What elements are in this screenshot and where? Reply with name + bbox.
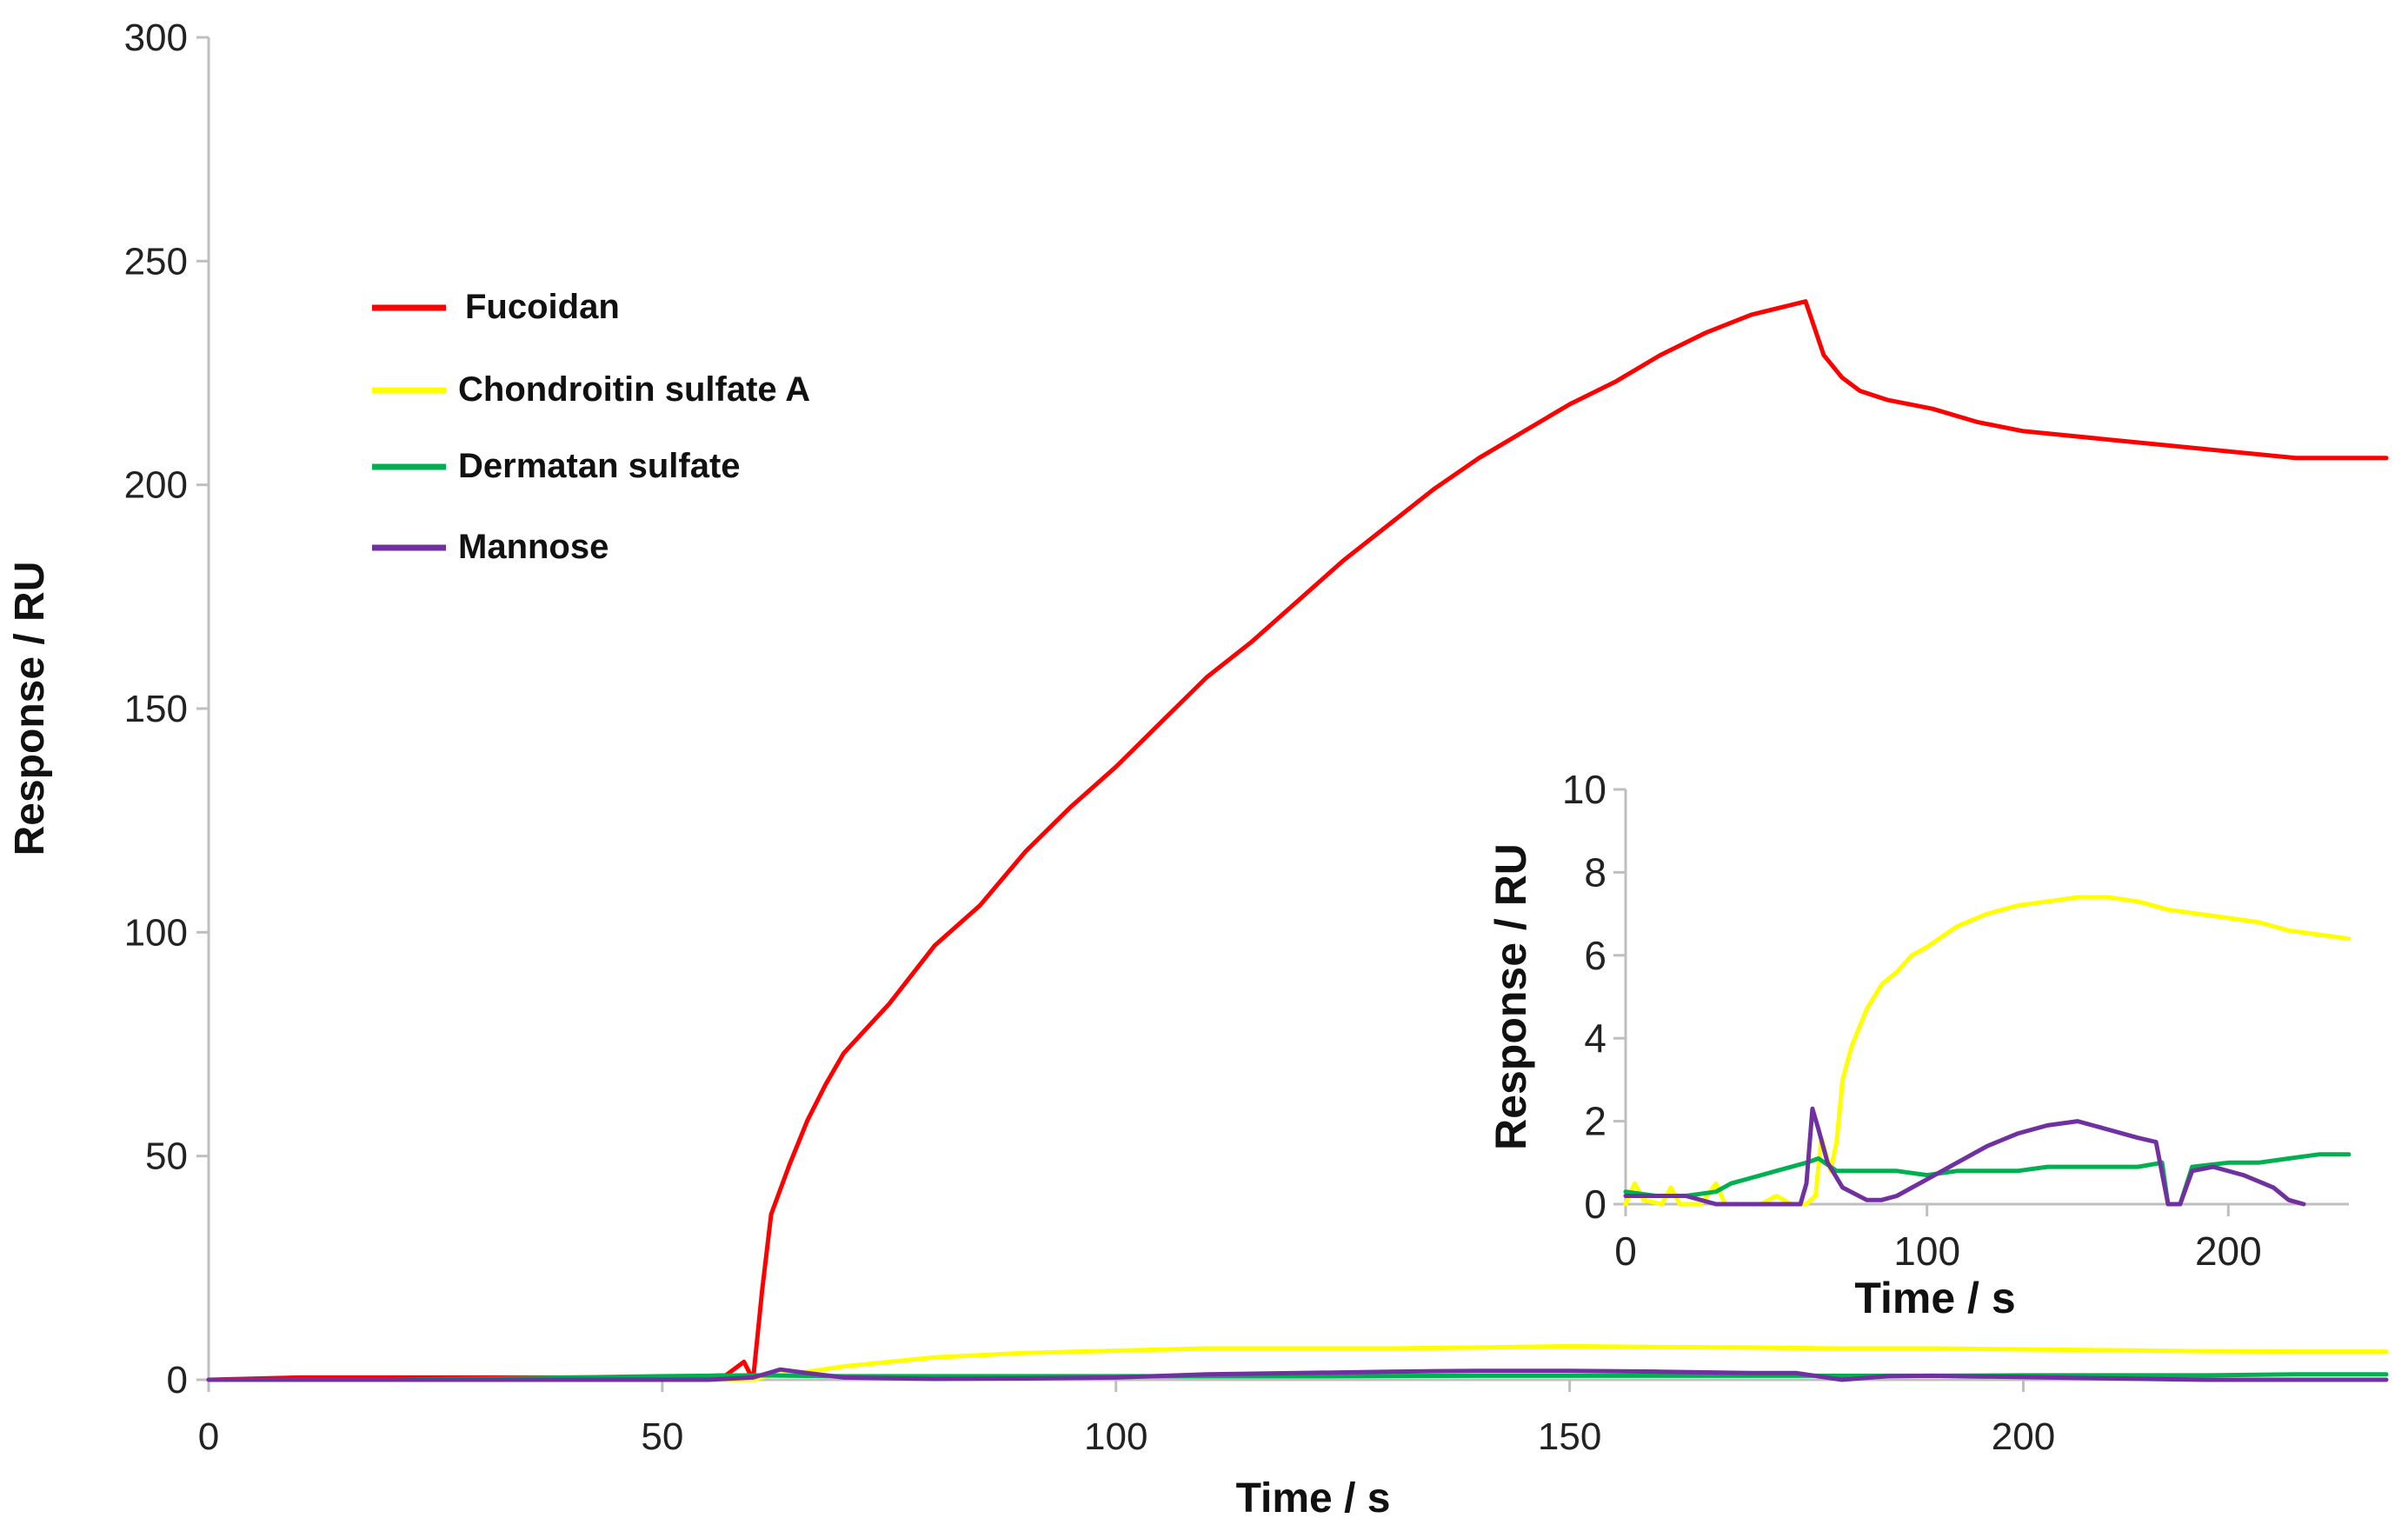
inset-y-tick-label: 6 xyxy=(1584,933,1606,978)
main-x-tick-label: 150 xyxy=(1538,1415,1601,1458)
inset-y-tick-label: 4 xyxy=(1584,1015,1606,1061)
inset-x-tick-label: 100 xyxy=(1893,1228,1960,1274)
main-y-tick-label: 300 xyxy=(124,17,188,59)
main-x-tick-label: 0 xyxy=(198,1415,219,1458)
inset-x-tick-label: 200 xyxy=(2195,1228,2262,1274)
inset-y-tick-label: 0 xyxy=(1584,1182,1606,1227)
main-x-axis-title: Time / s xyxy=(1236,1475,1391,1521)
legend-label-fucoidan: Fucoidan xyxy=(465,288,620,326)
main-x-tick-label: 50 xyxy=(641,1415,683,1458)
inset-series-chondroitin-sulfate-a xyxy=(1623,895,2351,1207)
legend-label-mannose: Mannose xyxy=(458,528,609,566)
main-series-mannose xyxy=(206,1367,2389,1382)
inset-series-mannose xyxy=(1623,1106,2306,1207)
legend-label-chondroitin-sulfate-a: Chondroitin sulfate A xyxy=(458,370,810,409)
inset-x-tick-label: 0 xyxy=(1614,1228,1637,1274)
main-x-tick-label: 100 xyxy=(1084,1415,1147,1458)
inset-y-axis-title: Response / RU xyxy=(1487,843,1535,1150)
main-y-tick-label: 50 xyxy=(145,1135,188,1178)
main-series-dermatan-sulfate xyxy=(206,1372,2389,1382)
inset-y-tick-label: 2 xyxy=(1584,1099,1606,1144)
inset-series-dermatan-sulfate xyxy=(1623,1152,2351,1207)
inset-y-tick-label: 10 xyxy=(1562,767,1606,812)
main-y-tick-label: 200 xyxy=(124,464,188,507)
inset-x-axis-title: Time / s xyxy=(1854,1274,2015,1322)
main-y-tick-label: 100 xyxy=(124,911,188,954)
legend: Fucoidan Chondroitin sulfate A Dermatan su… xyxy=(372,288,810,566)
main-y-tick-label: 250 xyxy=(124,240,188,283)
main-y-axis-title: Response / RU xyxy=(7,562,53,856)
main-y-tick-label: 150 xyxy=(124,688,188,730)
inset-y-tick-label: 8 xyxy=(1584,849,1606,895)
main-y-tick-label: 0 xyxy=(167,1359,188,1402)
legend-label-dermatan-sulfate: Dermatan sulfate xyxy=(458,447,741,485)
main-x-tick-label: 200 xyxy=(1992,1415,2055,1458)
